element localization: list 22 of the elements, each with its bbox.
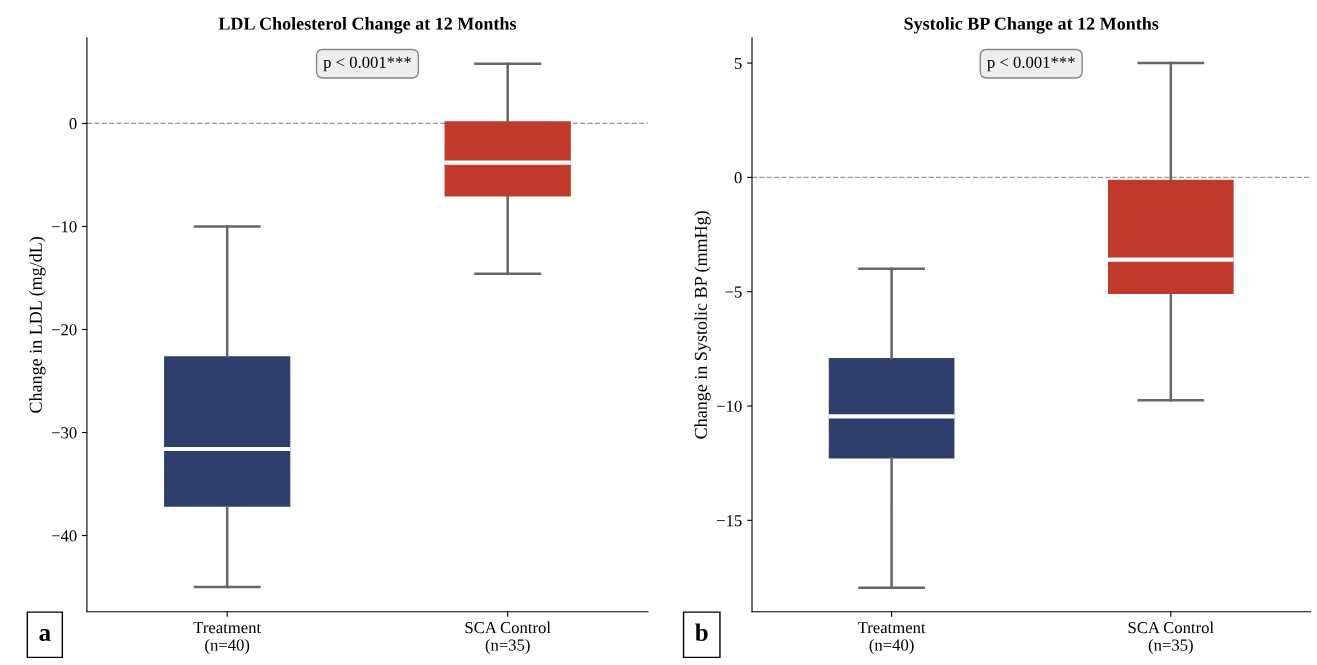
chart-title: LDL Cholesterol Change at 12 Months xyxy=(218,17,517,34)
y-tick-label: −15 xyxy=(717,515,742,527)
x-tick-label: SCA Control (n=35) xyxy=(1128,621,1214,655)
y-tick-label: −5 xyxy=(725,286,742,298)
x-tick-label: Treatment (n=40) xyxy=(193,622,262,655)
y-tick-label: −20 xyxy=(51,324,77,336)
annotation: p < 0.001*** xyxy=(323,56,411,72)
x-tick-label: Treatment (n=40) xyxy=(857,622,926,655)
y-tick-label: −30 xyxy=(51,427,77,439)
y-tick-label: −10 xyxy=(51,221,77,233)
x-tick-label: SCA Control (n=35) xyxy=(465,621,551,655)
y-tick-label: 0 xyxy=(734,172,742,184)
annotation: p < 0.001*** xyxy=(987,56,1075,72)
y-axis-title: Change in Systolic BP (mmHg) xyxy=(694,211,711,439)
y-axis-title: Change in LDL (mg/dL) xyxy=(29,236,46,413)
y-tick-label: −40 xyxy=(51,530,77,542)
text: b xyxy=(695,623,708,642)
y-tick-label: 5 xyxy=(734,57,742,69)
y-tick-label: 0 xyxy=(69,118,77,130)
text: a xyxy=(39,629,51,642)
y-tick-label: −10 xyxy=(717,400,742,412)
chart-title: Systolic BP Change at 12 Months xyxy=(904,17,1159,34)
